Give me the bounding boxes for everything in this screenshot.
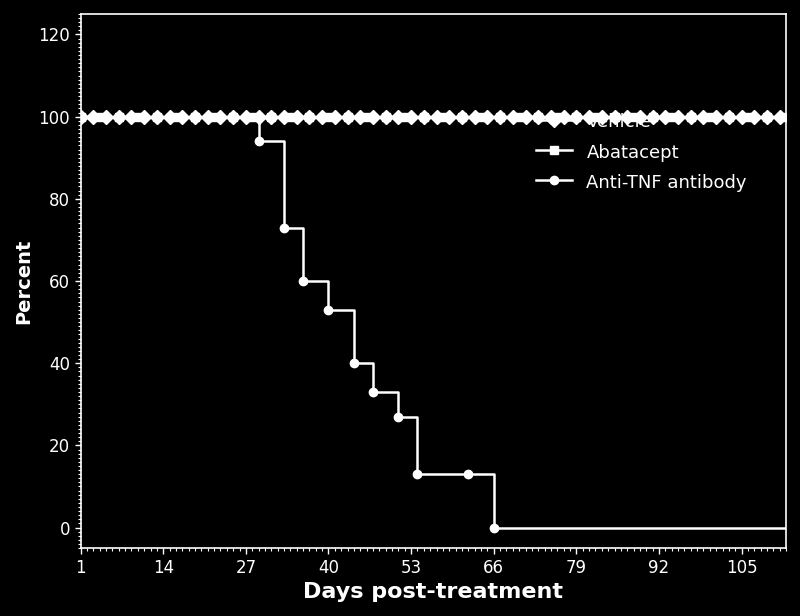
Anti-TNF antibody [76, 113, 86, 120]
Abatacept [190, 113, 200, 120]
Anti-TNF antibody [241, 113, 250, 120]
Abatacept [762, 113, 772, 120]
Abatacept [724, 113, 734, 120]
Abatacept [95, 113, 105, 120]
Abatacept [534, 113, 543, 120]
Vehicle [330, 113, 340, 120]
Abatacept [171, 113, 181, 120]
Vehicle [775, 113, 785, 120]
Abatacept [305, 113, 314, 120]
Abatacept [362, 113, 371, 120]
Line: Abatacept: Abatacept [77, 113, 790, 121]
Anti-TNF antibody [324, 306, 334, 314]
Abatacept [114, 113, 123, 120]
Anti-TNF antibody [254, 137, 263, 145]
Abatacept [686, 113, 695, 120]
Anti-TNF antibody [349, 360, 358, 367]
Abatacept [133, 113, 142, 120]
Abatacept [667, 113, 677, 120]
Abatacept [438, 113, 448, 120]
X-axis label: Days post-treatment: Days post-treatment [303, 582, 563, 602]
Abatacept [457, 113, 466, 120]
Abatacept [247, 113, 257, 120]
Anti-TNF antibody [489, 524, 498, 531]
Abatacept [266, 113, 276, 120]
Abatacept [152, 113, 162, 120]
Abatacept [228, 113, 238, 120]
Abatacept [648, 113, 658, 120]
Line: Anti-TNF antibody: Anti-TNF antibody [77, 113, 498, 532]
Abatacept [553, 113, 562, 120]
Vehicle [508, 113, 518, 120]
Vehicle [76, 113, 86, 120]
Abatacept [476, 113, 486, 120]
Anti-TNF antibody [298, 277, 308, 285]
Anti-TNF antibody [394, 413, 403, 420]
Abatacept [76, 113, 86, 120]
Vehicle [610, 113, 619, 120]
Anti-TNF antibody [463, 471, 473, 478]
Legend: Vehicle, Abatacept, Anti-TNF antibody: Vehicle, Abatacept, Anti-TNF antibody [527, 103, 756, 201]
Vehicle [534, 113, 543, 120]
Anti-TNF antibody [413, 471, 422, 478]
Abatacept [400, 113, 410, 120]
Abatacept [210, 113, 219, 120]
Anti-TNF antibody [279, 224, 289, 231]
Abatacept [495, 113, 505, 120]
Abatacept [571, 113, 581, 120]
Vehicle [89, 113, 98, 120]
Y-axis label: Percent: Percent [14, 238, 33, 323]
Abatacept [590, 113, 600, 120]
Abatacept [629, 113, 638, 120]
Abatacept [324, 113, 334, 120]
Abatacept [705, 113, 714, 120]
Abatacept [419, 113, 429, 120]
Abatacept [286, 113, 295, 120]
Abatacept [342, 113, 352, 120]
Abatacept [743, 113, 753, 120]
Abatacept [381, 113, 390, 120]
Abatacept [514, 113, 524, 120]
Vehicle [470, 113, 479, 120]
Abatacept [782, 113, 791, 120]
Abatacept [610, 113, 619, 120]
Anti-TNF antibody [368, 388, 378, 395]
Line: Vehicle: Vehicle [76, 111, 785, 121]
